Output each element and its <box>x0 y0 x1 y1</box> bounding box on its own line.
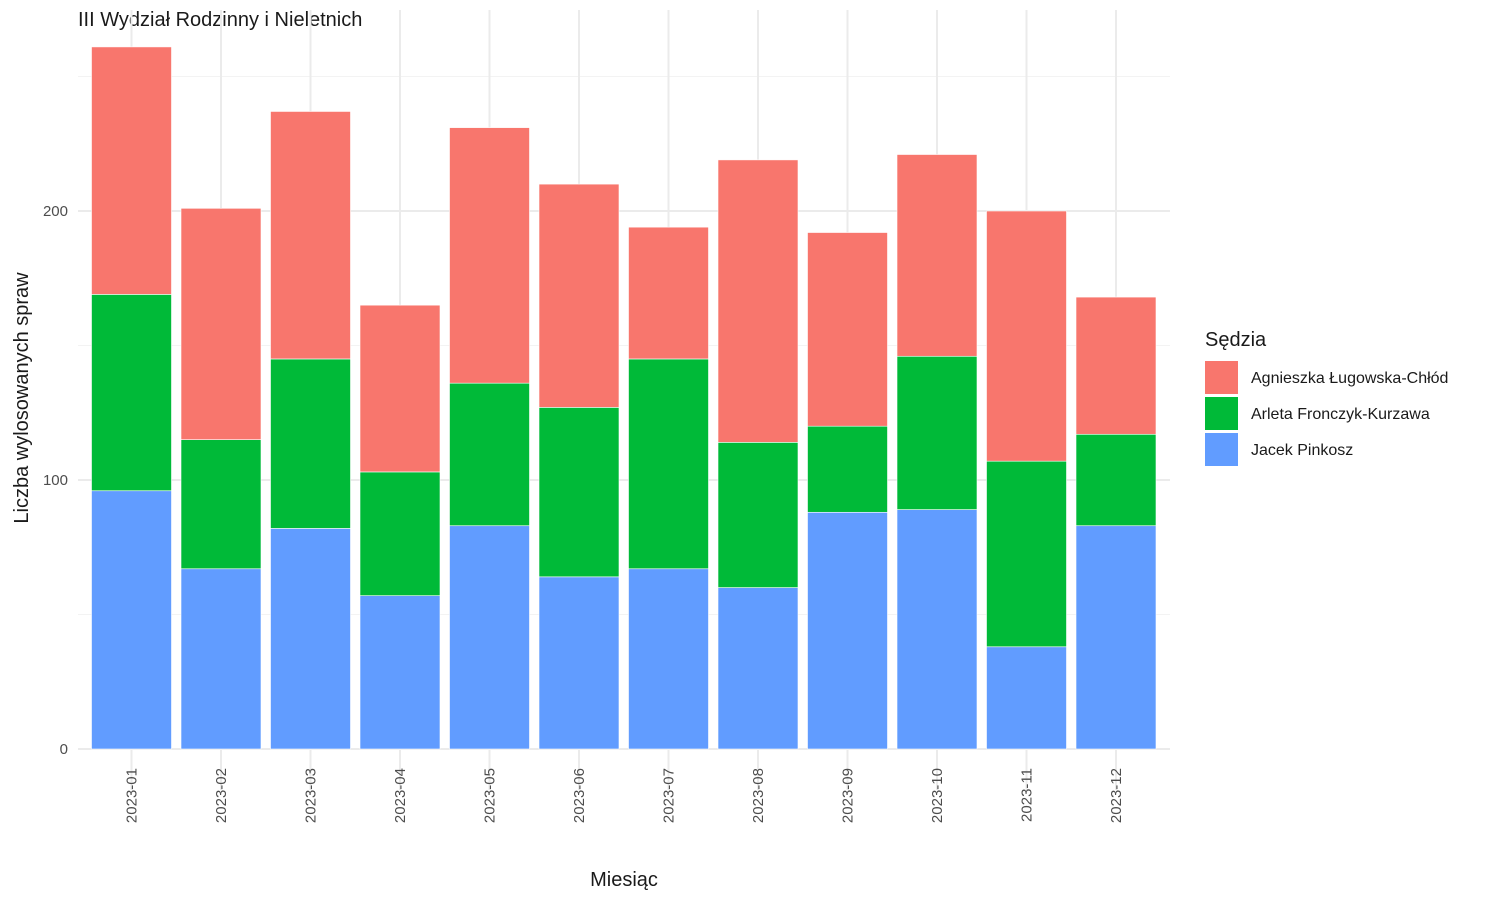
bar-2023-03-series-3 <box>270 528 351 750</box>
bar-2023-12-series-2 <box>1075 433 1157 527</box>
x-tick-label: 2023-05 <box>482 768 499 823</box>
bar-2023-01-series-3 <box>91 490 172 750</box>
bar-2023-10-series-1 <box>896 154 978 357</box>
legend-label-1: Agnieszka Ługowska-Chłód <box>1251 370 1448 387</box>
bar-2023-12-series-1 <box>1075 296 1157 435</box>
bar-2023-07-series-1 <box>628 226 709 360</box>
bar-2023-04-series-1 <box>359 304 441 473</box>
legend-label-2: Arleta Fronczyk-Kurzawa <box>1251 406 1430 423</box>
bar-2023-11-series-2 <box>986 460 1067 648</box>
bar-2023-05-series-3 <box>449 525 530 750</box>
x-tick-label: 2023-04 <box>392 768 409 823</box>
bar-2023-06-series-1 <box>538 183 620 408</box>
bar-2023-11-series-1 <box>986 210 1067 462</box>
x-tick-label: 2023-11 <box>1019 768 1036 822</box>
bar-2023-08-series-2 <box>717 442 799 588</box>
bar-2023-10-series-2 <box>896 355 978 510</box>
bar-2023-08-series-1 <box>717 159 799 443</box>
bar-2023-12-series-3 <box>1075 525 1157 750</box>
legend-title: Sędzia <box>1205 329 1267 351</box>
bar-2023-09-series-3 <box>807 511 888 750</box>
bar-2023-03-series-2 <box>270 358 351 529</box>
bar-2023-07-series-3 <box>628 568 709 750</box>
x-tick-label: 2023-08 <box>750 768 767 823</box>
x-axis-ticks: 2023-01 2023-02 2023-03 2023-04 2023-05 2023-… <box>124 768 1126 823</box>
y-tick-label: 100 <box>43 472 68 489</box>
bar-2023-10-series-3 <box>896 509 978 750</box>
legend-key-1 <box>1205 361 1238 394</box>
x-tick-label: 2023-12 <box>1108 768 1125 823</box>
bar-2023-01-series-1 <box>91 46 172 295</box>
y-tick-label: 0 <box>60 741 68 758</box>
x-tick-label: 2023-03 <box>303 768 320 823</box>
bar-2023-03-series-1 <box>270 111 351 360</box>
bar-2023-06-series-2 <box>538 407 620 578</box>
y-axis-title: Liczba wylosowanych spraw <box>11 272 33 524</box>
x-tick-label: 2023-07 <box>661 768 678 823</box>
bars <box>91 46 1157 750</box>
y-tick-label: 200 <box>43 203 68 220</box>
bar-2023-02-series-1 <box>180 208 262 440</box>
bar-2023-11-series-3 <box>986 646 1067 750</box>
x-tick-label: 2023-02 <box>213 768 230 823</box>
legend-key-2 <box>1205 397 1238 430</box>
x-tick-label: 2023-09 <box>840 768 857 823</box>
bar-2023-05-series-2 <box>449 382 530 527</box>
x-axis-title: Miesiąc <box>590 869 658 891</box>
bar-2023-02-series-3 <box>180 568 262 750</box>
bar-2023-08-series-3 <box>717 587 799 750</box>
bar-2023-09-series-2 <box>807 425 888 513</box>
bar-2023-04-series-2 <box>359 471 441 596</box>
x-tick-label: 2023-01 <box>124 768 141 823</box>
bar-2023-02-series-2 <box>180 439 262 570</box>
legend-label-3: Jacek Pinkosz <box>1251 442 1353 459</box>
bar-2023-06-series-3 <box>538 576 620 750</box>
bar-2023-05-series-1 <box>449 127 530 384</box>
bar-2023-07-series-2 <box>628 358 709 570</box>
legend: Sędzia Agnieszka Ługowska-Chłód Arleta Fr… <box>1205 329 1448 466</box>
x-tick-label: 2023-10 <box>929 768 946 823</box>
bar-2023-09-series-1 <box>807 232 888 427</box>
bar-2023-01-series-2 <box>91 294 172 492</box>
legend-key-3 <box>1205 433 1238 466</box>
y-axis-ticks: 0 100 200 <box>43 203 68 758</box>
x-tick-label: 2023-06 <box>571 768 588 823</box>
bar-2023-04-series-3 <box>359 595 441 750</box>
